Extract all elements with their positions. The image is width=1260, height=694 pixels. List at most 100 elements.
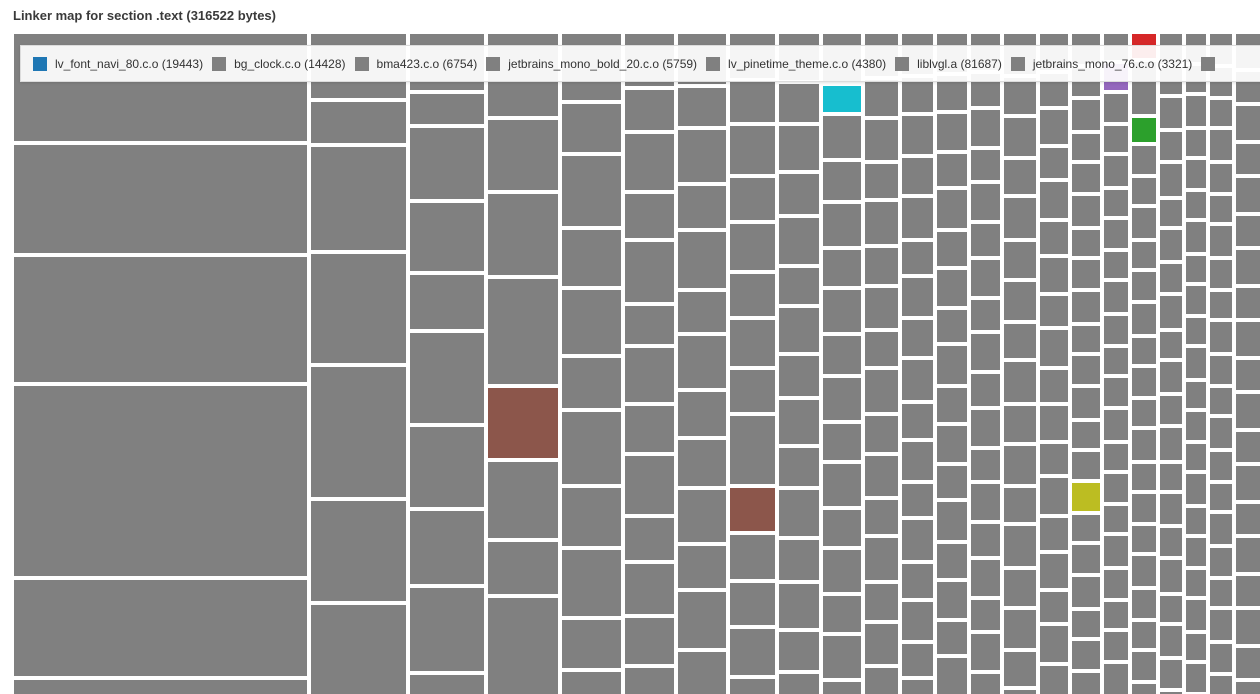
treemap-block[interactable] xyxy=(1004,242,1036,278)
treemap-block[interactable] xyxy=(1186,508,1206,534)
treemap-block[interactable] xyxy=(971,600,1000,630)
treemap-block[interactable] xyxy=(625,134,674,190)
treemap-block[interactable] xyxy=(625,306,674,344)
treemap-block[interactable] xyxy=(1160,560,1182,592)
treemap-block[interactable] xyxy=(730,535,775,579)
treemap-block[interactable] xyxy=(1040,182,1068,218)
treemap-block[interactable] xyxy=(779,356,819,396)
treemap-block[interactable] xyxy=(625,456,674,514)
treemap-block[interactable] xyxy=(1040,222,1068,254)
treemap-block[interactable] xyxy=(1040,626,1068,662)
treemap-block[interactable] xyxy=(779,174,819,214)
treemap-block[interactable] xyxy=(823,162,861,200)
treemap-block[interactable] xyxy=(1132,368,1156,396)
treemap-block[interactable] xyxy=(488,598,558,694)
treemap-block[interactable] xyxy=(1004,406,1036,442)
treemap-block[interactable] xyxy=(1236,322,1260,356)
treemap-block[interactable] xyxy=(1132,494,1156,522)
treemap-block[interactable] xyxy=(1236,144,1260,174)
treemap-block[interactable] xyxy=(902,360,933,400)
treemap-block[interactable] xyxy=(779,126,819,170)
treemap-block[interactable] xyxy=(625,348,674,402)
treemap-block[interactable] xyxy=(14,386,307,576)
treemap-block[interactable] xyxy=(823,636,861,678)
treemap-block[interactable] xyxy=(1040,666,1068,694)
treemap-block[interactable] xyxy=(311,501,406,601)
treemap-block[interactable] xyxy=(311,147,406,250)
treemap-block[interactable] xyxy=(937,426,967,462)
treemap-block[interactable] xyxy=(1132,304,1156,334)
treemap-block[interactable] xyxy=(625,564,674,614)
treemap-block[interactable] xyxy=(971,524,1000,556)
treemap-block[interactable] xyxy=(971,224,1000,256)
treemap-block[interactable] xyxy=(1132,622,1156,648)
treemap-block[interactable] xyxy=(562,358,621,408)
treemap-block[interactable] xyxy=(488,542,558,594)
treemap-block[interactable] xyxy=(902,442,933,480)
treemap-block[interactable] xyxy=(678,88,726,126)
treemap-block[interactable] xyxy=(779,400,819,444)
treemap-block[interactable] xyxy=(1236,504,1260,534)
treemap-block[interactable] xyxy=(1004,610,1036,648)
treemap-block[interactable] xyxy=(1072,641,1100,669)
treemap-block[interactable] xyxy=(937,310,967,342)
treemap-block[interactable] xyxy=(937,154,967,186)
treemap-block[interactable] xyxy=(823,378,861,420)
treemap-block[interactable] xyxy=(1040,518,1068,550)
treemap-block[interactable] xyxy=(1132,652,1156,680)
treemap-block[interactable] xyxy=(937,622,967,654)
treemap-block[interactable] xyxy=(1210,644,1232,672)
treemap-block[interactable] xyxy=(1104,536,1128,566)
treemap-block[interactable] xyxy=(1004,198,1036,238)
treemap-block[interactable] xyxy=(1040,258,1068,292)
treemap-block[interactable] xyxy=(865,456,898,496)
treemap-block[interactable] xyxy=(1210,322,1232,352)
treemap-block[interactable] xyxy=(625,406,674,452)
treemap-block[interactable] xyxy=(1072,545,1100,573)
treemap-block[interactable] xyxy=(823,336,861,374)
treemap-block[interactable] xyxy=(1132,400,1156,426)
treemap-block[interactable] xyxy=(1186,538,1206,566)
treemap-block[interactable] xyxy=(1004,118,1036,156)
treemap-block[interactable] xyxy=(1132,464,1156,490)
treemap-block-highlight[interactable] xyxy=(823,86,861,112)
treemap-block[interactable] xyxy=(823,464,861,506)
treemap-block[interactable] xyxy=(488,120,558,190)
treemap-block[interactable] xyxy=(971,334,1000,370)
treemap-block[interactable] xyxy=(14,680,307,694)
treemap-block[interactable] xyxy=(902,78,933,112)
treemap-block[interactable] xyxy=(1072,134,1100,160)
treemap-block[interactable] xyxy=(1186,412,1206,440)
treemap-block[interactable] xyxy=(1072,260,1100,288)
treemap-block[interactable] xyxy=(823,250,861,286)
treemap-block[interactable] xyxy=(1236,648,1260,678)
treemap-block[interactable] xyxy=(779,674,819,694)
treemap-block[interactable] xyxy=(779,540,819,580)
treemap-block[interactable] xyxy=(1160,528,1182,556)
treemap-block[interactable] xyxy=(865,370,898,412)
treemap-block[interactable] xyxy=(1104,570,1128,598)
treemap-block[interactable] xyxy=(971,450,1000,480)
treemap-block[interactable] xyxy=(562,672,621,694)
treemap-block[interactable] xyxy=(1004,652,1036,686)
treemap-block[interactable] xyxy=(1104,444,1128,470)
treemap-block[interactable] xyxy=(937,502,967,540)
treemap-block[interactable] xyxy=(1236,682,1260,694)
treemap-block[interactable] xyxy=(902,242,933,274)
treemap-block[interactable] xyxy=(562,488,621,546)
treemap-block[interactable] xyxy=(1210,676,1232,694)
treemap-block[interactable] xyxy=(1072,356,1100,384)
treemap-block[interactable] xyxy=(1236,360,1260,390)
treemap-block[interactable] xyxy=(1236,576,1260,606)
treemap-block[interactable] xyxy=(1132,146,1156,174)
treemap-block[interactable] xyxy=(1236,216,1260,246)
treemap-block[interactable] xyxy=(1236,538,1260,572)
treemap-block[interactable] xyxy=(730,679,775,694)
treemap-block[interactable] xyxy=(625,242,674,302)
treemap-block[interactable] xyxy=(971,560,1000,596)
treemap-block[interactable] xyxy=(1004,526,1036,566)
treemap-block[interactable] xyxy=(1236,394,1260,428)
treemap-block[interactable] xyxy=(678,546,726,588)
treemap-block[interactable] xyxy=(1236,250,1260,284)
treemap-block[interactable] xyxy=(937,582,967,618)
